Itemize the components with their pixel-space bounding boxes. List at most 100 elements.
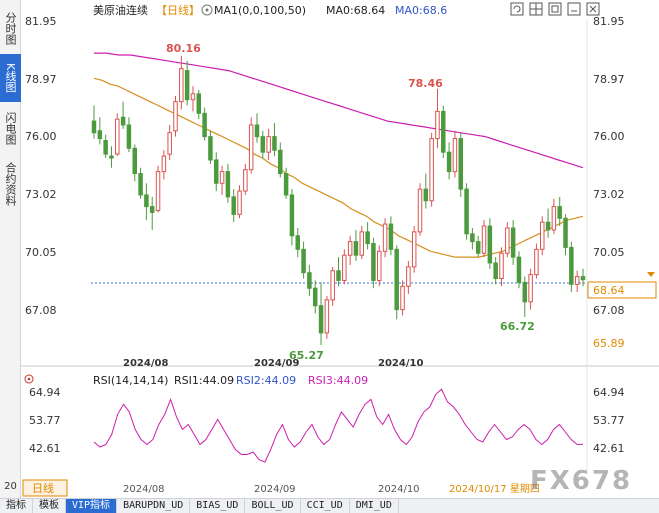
candle-body [493,262,498,280]
candlesticks [91,55,586,346]
rsi-tick-left: 64.94 [29,386,61,399]
y-tick-left: 76.00 [25,130,57,143]
rsi-tick-left: 53.77 [29,414,61,427]
y-tick-right: 81.95 [593,15,625,28]
candle-body [219,171,225,184]
tab-indicator[interactable]: 指标 [0,498,33,513]
candle-body [557,206,562,219]
refresh-icon[interactable] [510,2,524,16]
candle-body [545,221,551,231]
rsi-settings-icon[interactable] [24,374,34,384]
annotation-high-1: 80.16 [166,42,201,55]
candle-body [534,248,539,276]
candle-body [155,171,161,211]
candle-body [458,138,463,190]
candle-body [231,196,236,215]
candle-body [161,155,167,173]
tab-dmi[interactable]: DMI_UD [350,498,399,513]
candle-body [429,138,434,202]
candle-body [365,231,370,245]
kline-chart[interactable]: 美原油连续 【日线】 MA1(0,0,100,50) MA0:68.64 MA0… [21,0,659,498]
minimize-icon[interactable] [567,2,581,16]
left-bottom-label: 20 [4,480,17,492]
candle-body [190,93,196,101]
candle-body [510,227,516,258]
tab-cci[interactable]: CCI_UD [301,498,350,513]
candle-body [505,227,510,254]
candle-body [318,305,324,334]
candle-body [132,147,137,175]
candle-body [307,272,312,289]
candle-body [580,276,586,281]
ma-magenta-line [94,52,584,169]
cursor-date: 2024/10/17 星期四 [449,483,540,495]
candle-body [283,173,289,196]
candle-body [295,235,300,250]
candle-body [464,188,469,235]
rsi-tick-right: 53.77 [593,414,625,427]
candle-body [289,194,295,237]
price-marker-icon [647,272,655,277]
candle-body [347,241,353,256]
maximize-icon[interactable] [548,2,562,16]
x-label: 2024/08 [123,358,168,369]
candle-body [400,285,405,311]
left-view-tabs: 分时图 K线图 闪电图 合约资料 20 [0,0,21,498]
candle-body [452,138,458,173]
candle-body [324,299,330,334]
period-badge[interactable] [22,479,68,497]
candle-body [499,252,504,280]
candle-body [167,132,172,155]
price-axis-right: 81.95 78.97 76.00 73.02 70.05 67.08 [593,15,625,317]
period-label: 【日线】 [156,3,200,17]
candle-body [540,221,545,250]
candle-body [312,287,318,307]
tab-template[interactable]: 模板 [33,498,66,513]
settings-circle-icon[interactable] [201,4,213,16]
tab-boll[interactable]: BOLL_UD [245,498,301,513]
candle-body [371,243,376,281]
candle-body [441,110,446,153]
tab-contract-info[interactable]: 合约资料 [4,162,17,206]
candle-body [336,270,341,281]
rsi2-value: RSI2:44.09 [236,374,296,387]
grid-icon[interactable] [529,2,543,16]
tab-kline[interactable]: K线图 [0,54,21,102]
close-icon[interactable] [586,2,600,16]
candle-body [388,223,394,250]
candle-body [126,124,132,149]
candle-body [149,206,155,213]
current-price-box [587,281,657,299]
candle-body [173,101,178,132]
candle-body [202,112,207,138]
y-tick-right: 78.97 [593,73,625,86]
candle-body [487,225,493,264]
candle-body [301,248,306,274]
candle-body [103,140,108,155]
candle-body [394,248,399,311]
candle-body [411,231,417,268]
candle-body [272,136,277,151]
annotation-high-2: 78.46 [408,77,443,90]
candle-body [109,155,114,159]
candle-body [248,124,254,171]
candle-body [243,169,248,192]
tab-flash-chart[interactable]: 闪电图 [4,111,17,145]
tab-vip-indicator[interactable]: VIP指标 [66,498,118,513]
x-label: 2024/09 [254,358,299,369]
candle-body [144,194,149,208]
rsi-tick-left: 42.61 [29,442,61,455]
y-tick-left: 70.05 [25,246,57,259]
y-tick-right: 70.05 [593,246,625,259]
candle-body [377,250,382,281]
candle-body [260,136,266,153]
watermark-logo: FX678 [530,466,633,496]
tab-timeshare[interactable]: 分时图 [4,11,17,45]
candle-body [423,188,429,202]
tab-barupdn[interactable]: BARUPDN_UD [117,498,191,513]
candle-body [574,276,580,285]
candle-body [184,70,190,101]
candle-body [208,136,213,161]
tab-bias[interactable]: BIAS_UD [190,498,246,513]
candle-body [551,206,557,231]
